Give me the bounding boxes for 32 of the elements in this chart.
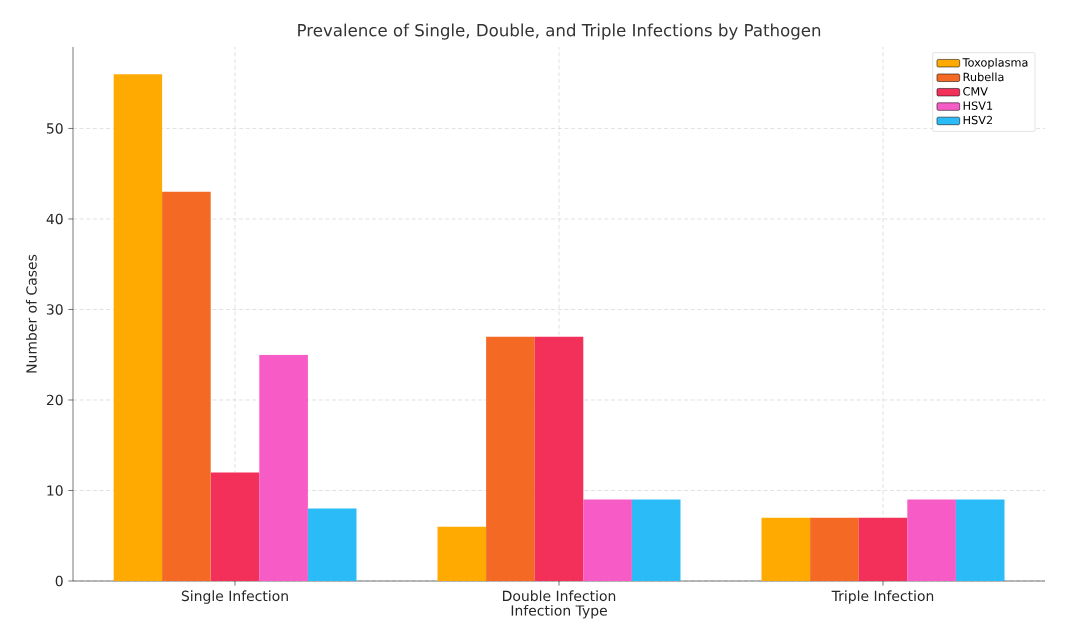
x-axis-title: Infection Type [511,604,607,619]
bar [907,499,956,581]
legend-label: Toxoplasma [962,57,1028,69]
bar [162,191,211,581]
y-tick-label: 50 [46,123,63,134]
chart-title: Prevalence of Single, Double, and Triple Infections by Pathogen [298,23,821,40]
bar [955,499,1005,581]
bar [210,472,260,581]
y-tick-label: 30 [46,304,63,315]
y-tick-label: 0 [55,575,63,587]
legend-label: HSV1 [963,101,993,110]
bar [534,336,584,581]
legend-label: Rubella [963,72,1004,82]
legend-label: CMV [963,87,988,96]
x-tick-label: Triple Infection [831,590,934,604]
bar [583,499,632,581]
bar [307,508,357,581]
bar [113,74,163,581]
bar [761,517,811,581]
legend-label: HSV2 [963,115,993,125]
y-axis-title: Number of Cases [25,254,37,373]
bar [810,517,859,581]
bar [437,526,487,581]
bar [631,499,681,581]
y-tick-label: 10 [47,485,63,496]
bar [486,336,535,581]
bar [259,354,308,581]
y-tick-label: 20 [46,394,63,406]
bar [858,517,908,581]
x-tick-label: Single Infection [181,590,288,604]
x-tick-label: Double Infection [503,590,616,602]
y-tick-label: 40 [46,213,63,225]
